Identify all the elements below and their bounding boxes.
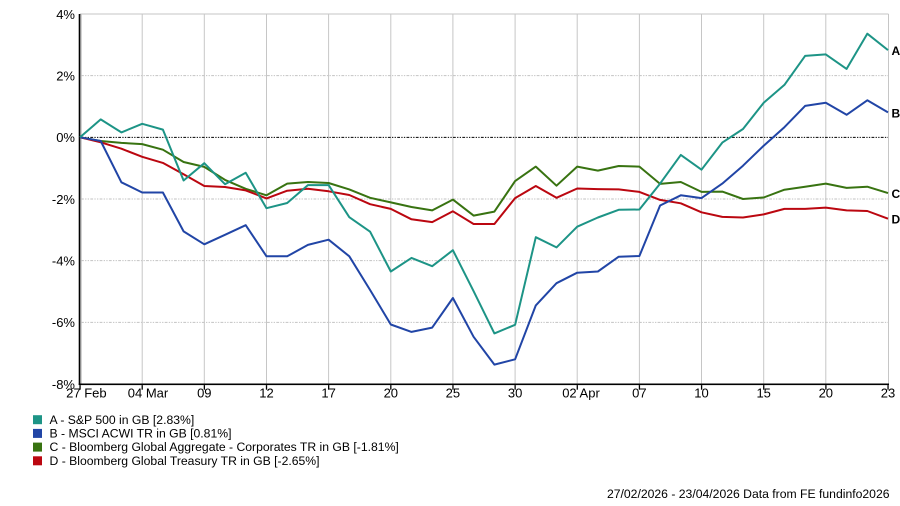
svg-text:10: 10	[694, 386, 708, 401]
svg-text:20: 20	[819, 386, 833, 401]
svg-text:27/02/2026 - 23/04/2026 Data f: 27/02/2026 - 23/04/2026 Data from FE fun…	[607, 487, 890, 501]
svg-text:09: 09	[197, 386, 211, 401]
svg-text:07: 07	[632, 386, 646, 401]
svg-text:B - MSCI ACWI TR in GB [0.81%]: B - MSCI ACWI TR in GB [0.81%]	[50, 427, 232, 441]
svg-text:0%: 0%	[56, 130, 75, 145]
svg-text:-6%: -6%	[52, 315, 76, 330]
svg-text:-2%: -2%	[52, 192, 76, 207]
svg-text:23: 23	[881, 386, 895, 401]
svg-text:17: 17	[321, 386, 335, 401]
svg-text:C: C	[892, 187, 900, 201]
svg-text:15: 15	[756, 386, 770, 401]
svg-text:4%: 4%	[56, 7, 75, 22]
svg-text:25: 25	[446, 386, 460, 401]
svg-text:02 Apr: 02 Apr	[562, 386, 600, 401]
svg-text:A - S&P 500 in GB [2.83%]: A - S&P 500 in GB [2.83%]	[50, 413, 195, 427]
svg-text:27 Feb: 27 Feb	[66, 386, 106, 401]
svg-text:D - Bloomberg Global Treasury: D - Bloomberg Global Treasury TR in GB […	[50, 454, 320, 468]
svg-text:D: D	[892, 213, 900, 227]
svg-text:2%: 2%	[56, 69, 75, 84]
svg-text:B: B	[892, 106, 900, 120]
svg-text:12: 12	[259, 386, 273, 401]
svg-text:20: 20	[384, 386, 398, 401]
svg-text:C - Bloomberg Global Aggregate: C - Bloomberg Global Aggregate - Corpora…	[50, 440, 399, 454]
svg-text:30: 30	[508, 386, 522, 401]
svg-text:04 Mar: 04 Mar	[128, 386, 169, 401]
svg-text:-4%: -4%	[52, 254, 76, 269]
svg-text:A: A	[892, 44, 900, 58]
